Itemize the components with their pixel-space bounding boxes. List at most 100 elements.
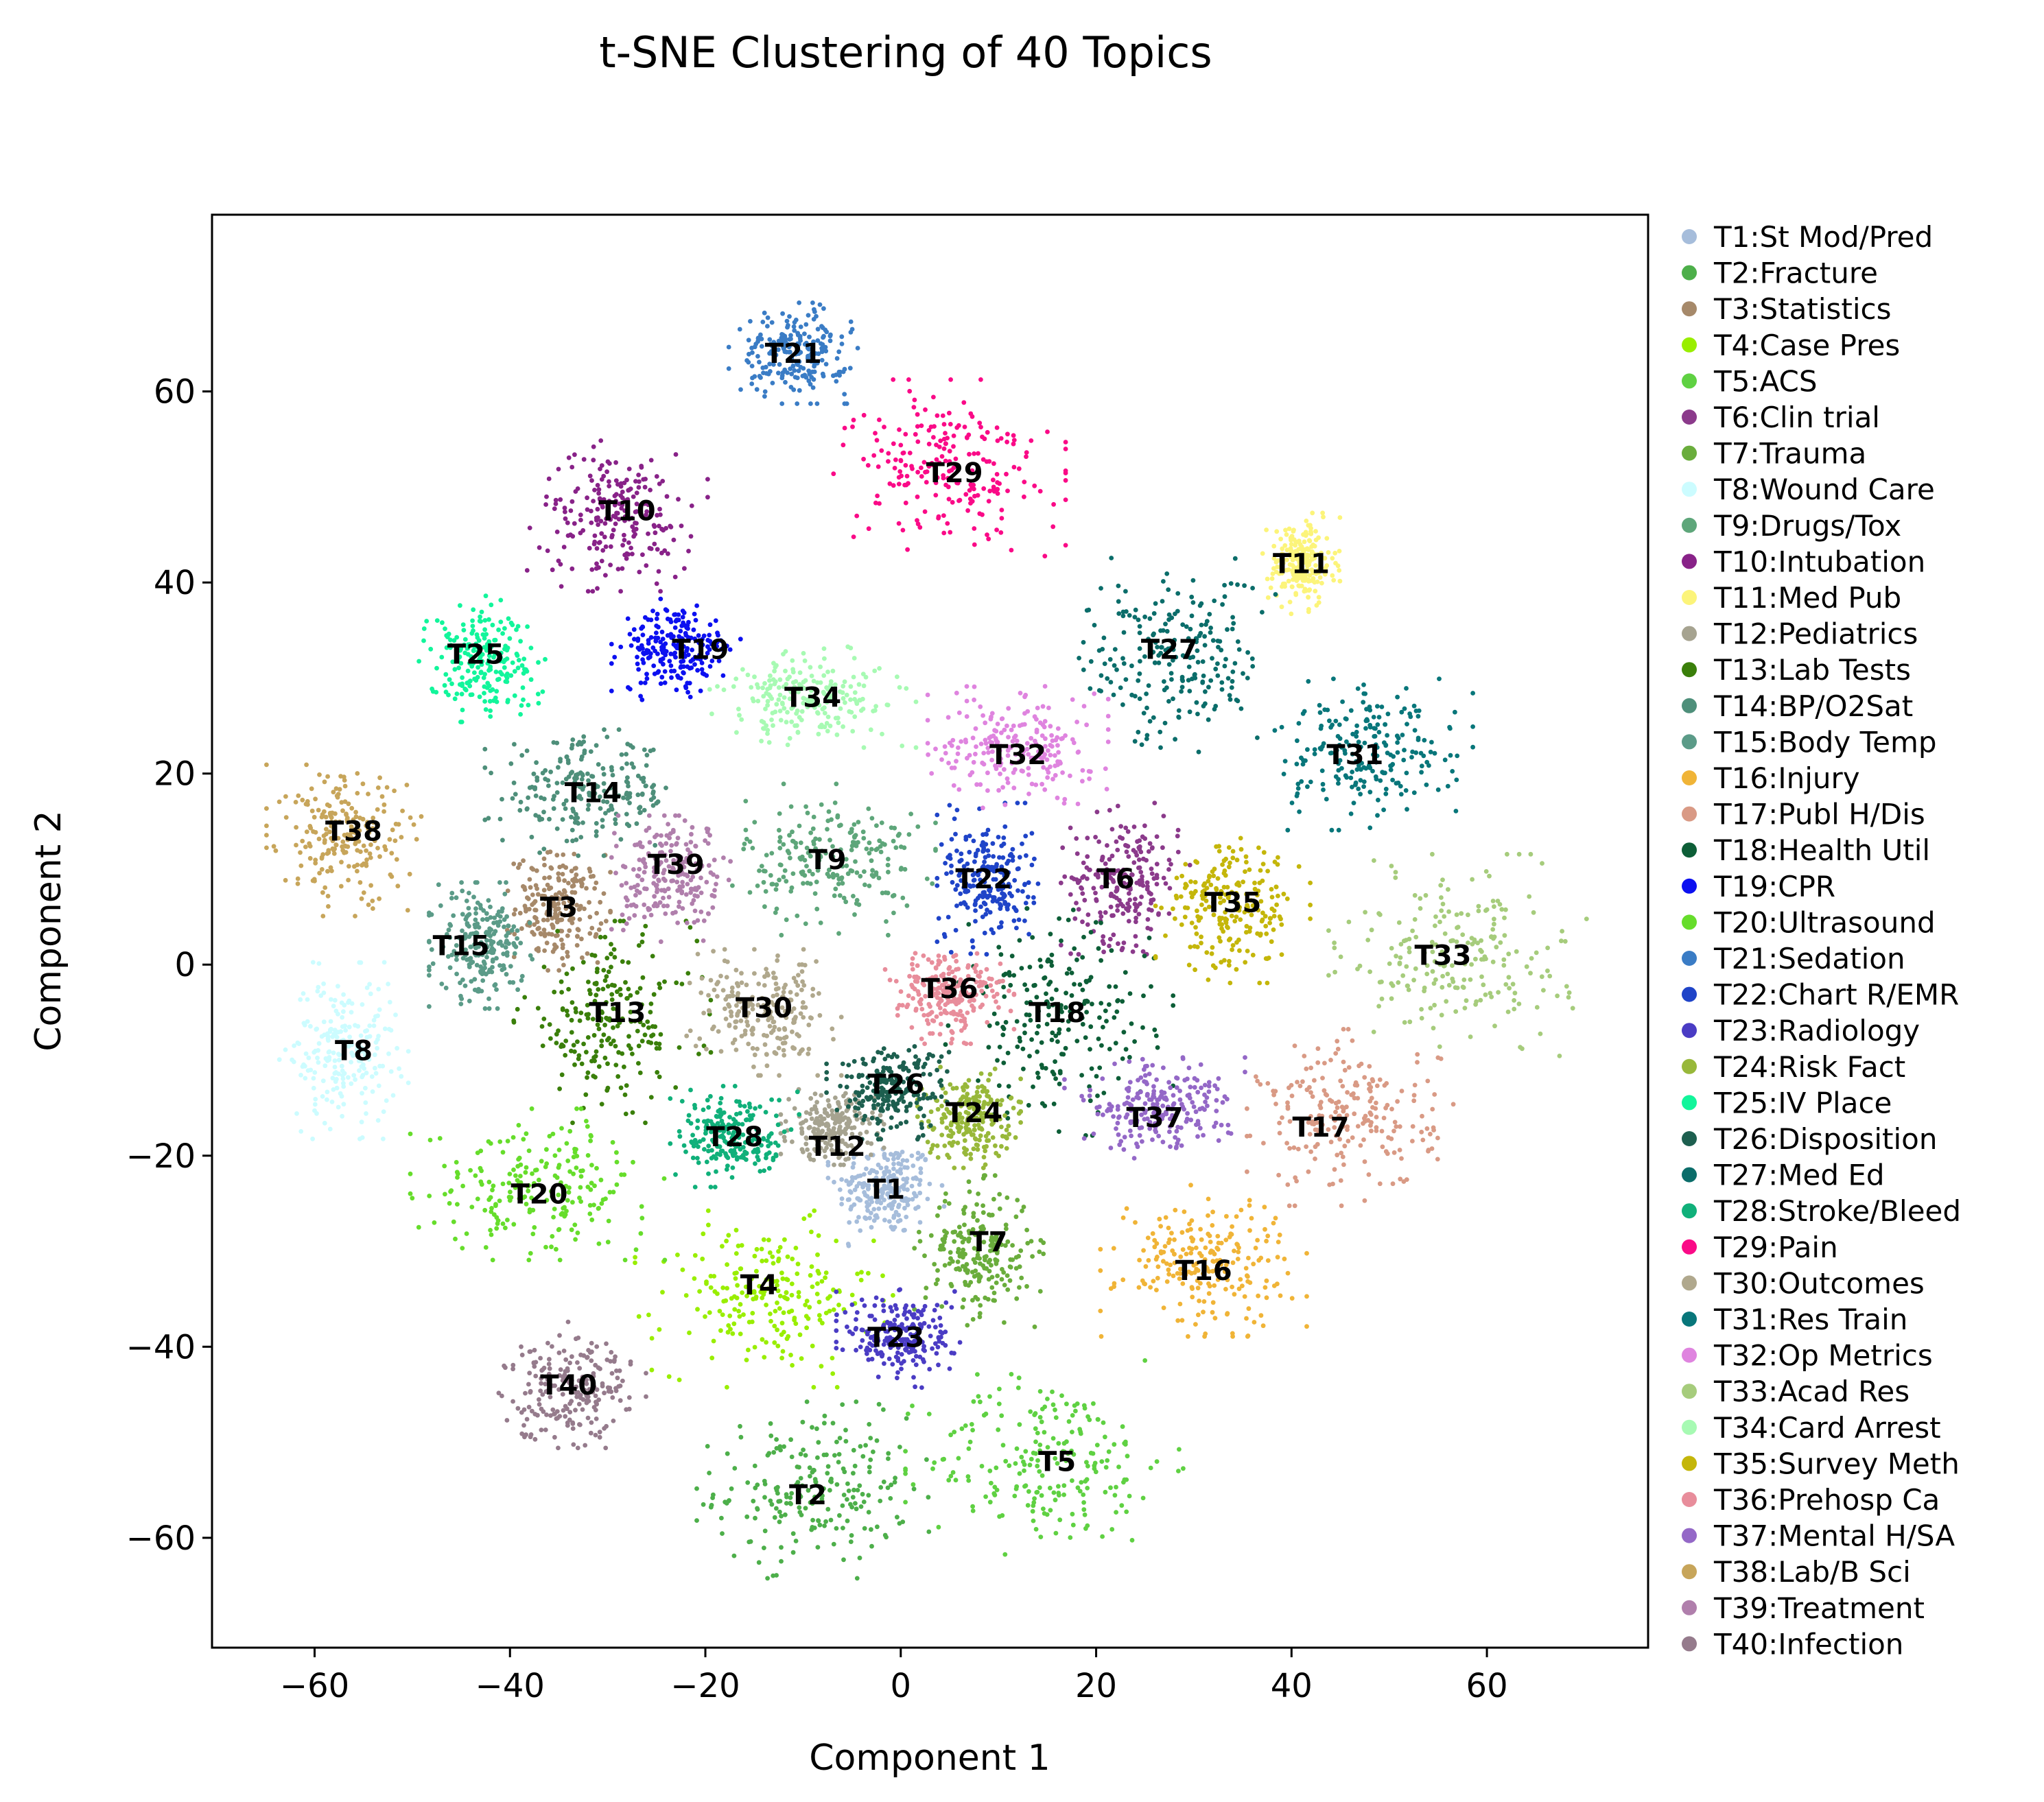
data-point <box>513 792 518 797</box>
data-point <box>997 897 1002 902</box>
data-point <box>1368 1112 1374 1117</box>
data-point <box>747 890 753 895</box>
data-point <box>807 1305 812 1310</box>
data-point <box>784 1336 790 1341</box>
data-point <box>556 1028 561 1034</box>
data-point <box>1260 1323 1266 1329</box>
data-point <box>974 1272 980 1278</box>
data-point <box>553 497 559 503</box>
data-point <box>1232 1248 1236 1253</box>
data-point <box>393 1012 398 1017</box>
data-point <box>1236 1249 1241 1255</box>
data-point <box>579 776 585 782</box>
data-point <box>878 1498 883 1504</box>
data-point <box>489 942 494 947</box>
data-point <box>622 538 627 543</box>
data-point <box>1302 539 1307 545</box>
data-point <box>511 1222 517 1227</box>
data-point <box>1120 867 1126 873</box>
data-point <box>506 923 511 929</box>
data-point <box>755 1482 760 1488</box>
data-point <box>849 1131 855 1137</box>
data-point <box>963 1205 967 1210</box>
data-point <box>1038 964 1044 969</box>
data-point <box>1246 1306 1252 1312</box>
data-point <box>912 1246 917 1251</box>
data-point <box>1330 573 1335 578</box>
data-point <box>1140 1278 1145 1283</box>
data-point <box>730 1331 736 1336</box>
data-point <box>823 851 828 856</box>
data-point <box>386 1051 391 1056</box>
data-point <box>1010 846 1015 852</box>
data-point <box>565 953 570 959</box>
data-point <box>834 1328 839 1333</box>
data-point <box>368 991 373 997</box>
data-point <box>1080 891 1085 896</box>
data-point <box>330 1076 336 1081</box>
data-point <box>1137 1257 1142 1263</box>
data-point <box>560 780 565 785</box>
data-point <box>991 1237 997 1242</box>
data-point <box>1058 943 1064 948</box>
data-point <box>943 1233 948 1239</box>
data-point <box>1006 1084 1011 1089</box>
data-point <box>906 832 912 837</box>
data-point <box>891 910 896 916</box>
data-point <box>837 1513 842 1518</box>
data-point <box>553 501 559 506</box>
data-point <box>605 984 611 989</box>
data-point <box>308 1023 313 1029</box>
data-point <box>467 912 472 917</box>
data-point <box>637 805 643 809</box>
data-point <box>473 906 478 911</box>
data-point <box>595 967 600 971</box>
data-point <box>1317 1103 1322 1108</box>
data-point <box>738 637 743 642</box>
data-point <box>1152 1027 1158 1032</box>
data-point <box>333 1079 338 1084</box>
data-point <box>1310 510 1315 516</box>
data-point <box>845 1497 849 1502</box>
data-point <box>509 927 515 933</box>
data-point <box>1031 1450 1036 1456</box>
data-point <box>707 1310 712 1315</box>
data-point <box>654 474 659 479</box>
data-point <box>532 932 537 937</box>
data-point <box>1076 951 1081 957</box>
data-point <box>832 801 838 805</box>
data-point <box>1135 839 1140 844</box>
data-point <box>1009 1372 1014 1377</box>
data-point <box>845 1518 850 1524</box>
data-point <box>1312 1078 1317 1083</box>
data-point <box>622 532 626 538</box>
data-point <box>732 1466 738 1471</box>
data-point <box>490 1257 495 1263</box>
data-point <box>755 1507 760 1512</box>
data-point <box>603 544 609 549</box>
data-point <box>651 992 657 997</box>
data-point <box>924 1457 929 1462</box>
data-point <box>569 921 575 925</box>
data-point <box>657 1074 662 1080</box>
data-point <box>860 1185 865 1189</box>
data-point <box>534 868 539 873</box>
data-point <box>541 846 547 851</box>
data-point <box>1019 966 1024 971</box>
data-point <box>650 1024 655 1029</box>
data-point <box>1088 867 1092 873</box>
data-point <box>1151 897 1156 902</box>
data-point <box>568 508 574 513</box>
data-point <box>1029 1239 1034 1244</box>
data-point <box>988 1213 993 1218</box>
data-point <box>803 322 809 327</box>
data-point <box>1032 1496 1037 1502</box>
data-point <box>1284 547 1290 553</box>
data-point <box>798 1494 803 1499</box>
data-point <box>823 361 829 367</box>
data-point <box>329 997 333 1002</box>
data-point <box>1187 1221 1192 1226</box>
data-point <box>956 1233 961 1238</box>
data-point <box>544 1147 549 1152</box>
data-point <box>1338 1178 1343 1183</box>
